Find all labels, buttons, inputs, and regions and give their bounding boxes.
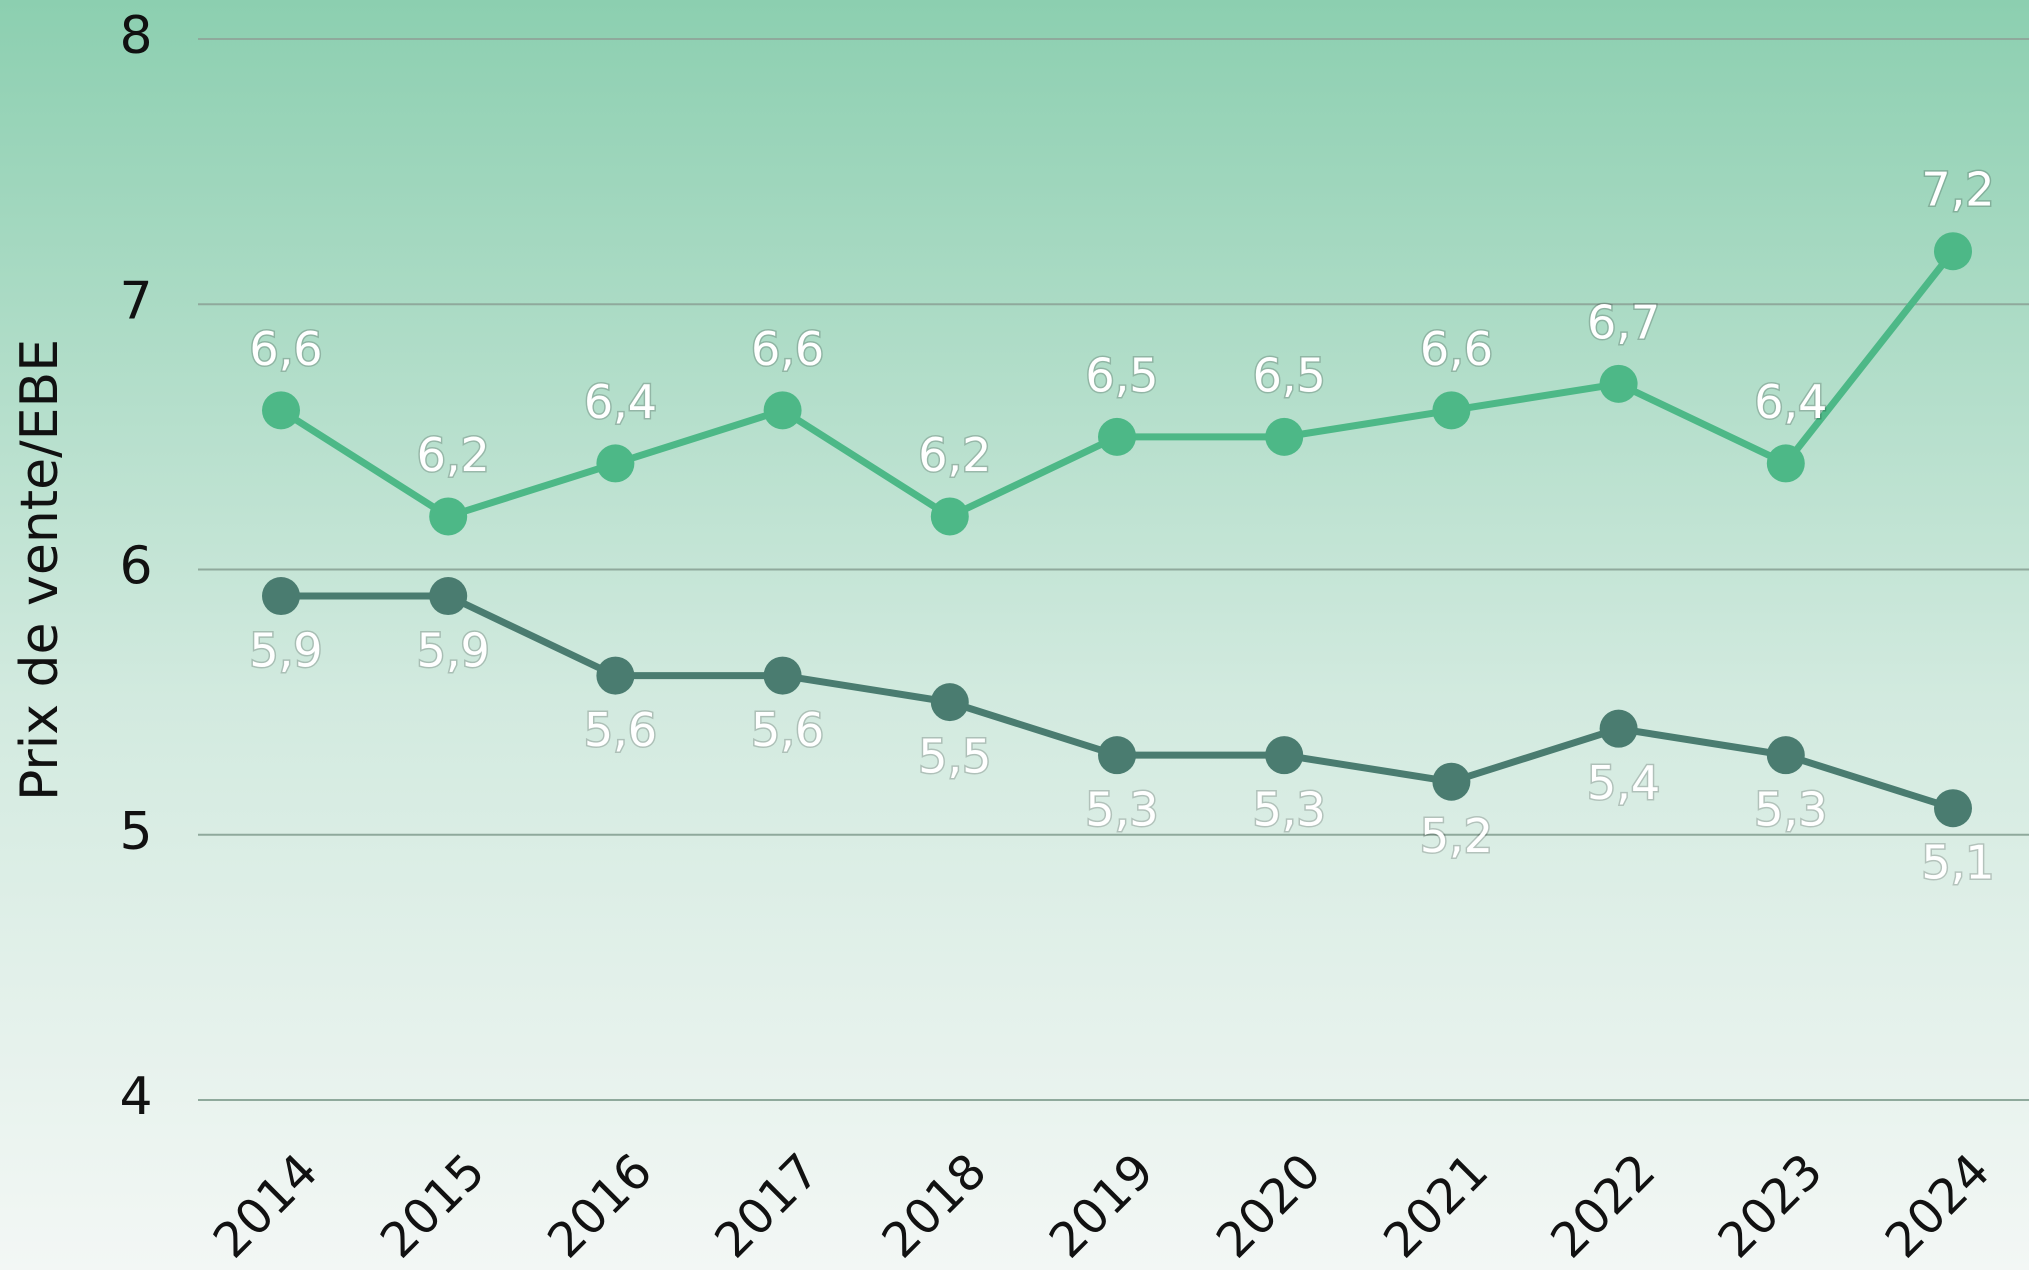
data-label: 5,3: [1754, 783, 1827, 837]
point: [1098, 736, 1136, 775]
point: [1432, 391, 1471, 430]
point: [1098, 417, 1136, 456]
data-label: 6,6: [1420, 322, 1493, 376]
point: [1934, 232, 1972, 271]
data-label: 6,7: [1587, 295, 1660, 349]
data-label: 6,4: [1754, 375, 1827, 429]
point: [429, 577, 468, 616]
point: [1265, 736, 1304, 775]
point: [763, 656, 802, 695]
point: [1599, 364, 1638, 403]
point: [1766, 736, 1805, 775]
point: [1599, 709, 1638, 748]
data-label: 5,3: [1085, 783, 1158, 837]
point: [930, 683, 969, 722]
data-label: 6,6: [751, 322, 824, 376]
y-tick-label: 7: [119, 271, 152, 331]
data-label: 5,9: [249, 624, 322, 678]
y-tick-label: 8: [119, 6, 152, 66]
y-axis-label: Prix de vente/EBE: [10, 339, 70, 801]
data-label: 6,6: [249, 322, 322, 376]
point: [429, 497, 468, 536]
y-tick-label: 4: [119, 1067, 152, 1127]
data-label: 5,1: [1921, 836, 1994, 890]
data-label: 5,3: [1253, 783, 1326, 837]
data-label: 5,2: [1420, 809, 1493, 863]
y-tick-label: 6: [119, 537, 152, 597]
point: [763, 391, 802, 430]
point: [262, 391, 300, 430]
data-label: 5,6: [751, 703, 824, 757]
data-label: 6,5: [1085, 348, 1158, 402]
data-label: 5,6: [584, 703, 657, 757]
point: [262, 577, 300, 616]
point: [1265, 417, 1304, 456]
data-label: 6,4: [584, 375, 657, 429]
point: [1766, 444, 1805, 483]
data-label: 5,4: [1587, 756, 1660, 810]
point: [1432, 762, 1471, 801]
data-label: 5,5: [918, 730, 991, 784]
point: [596, 444, 635, 483]
point: [930, 497, 969, 536]
data-label: 6,5: [1253, 348, 1326, 402]
y-tick-label: 5: [119, 802, 152, 862]
data-label: 5,9: [417, 624, 490, 678]
point: [596, 656, 635, 695]
data-label: 7,2: [1921, 163, 1994, 217]
data-label: 6,2: [417, 428, 490, 482]
point: [1934, 789, 1972, 828]
data-label: 6,2: [918, 428, 991, 482]
